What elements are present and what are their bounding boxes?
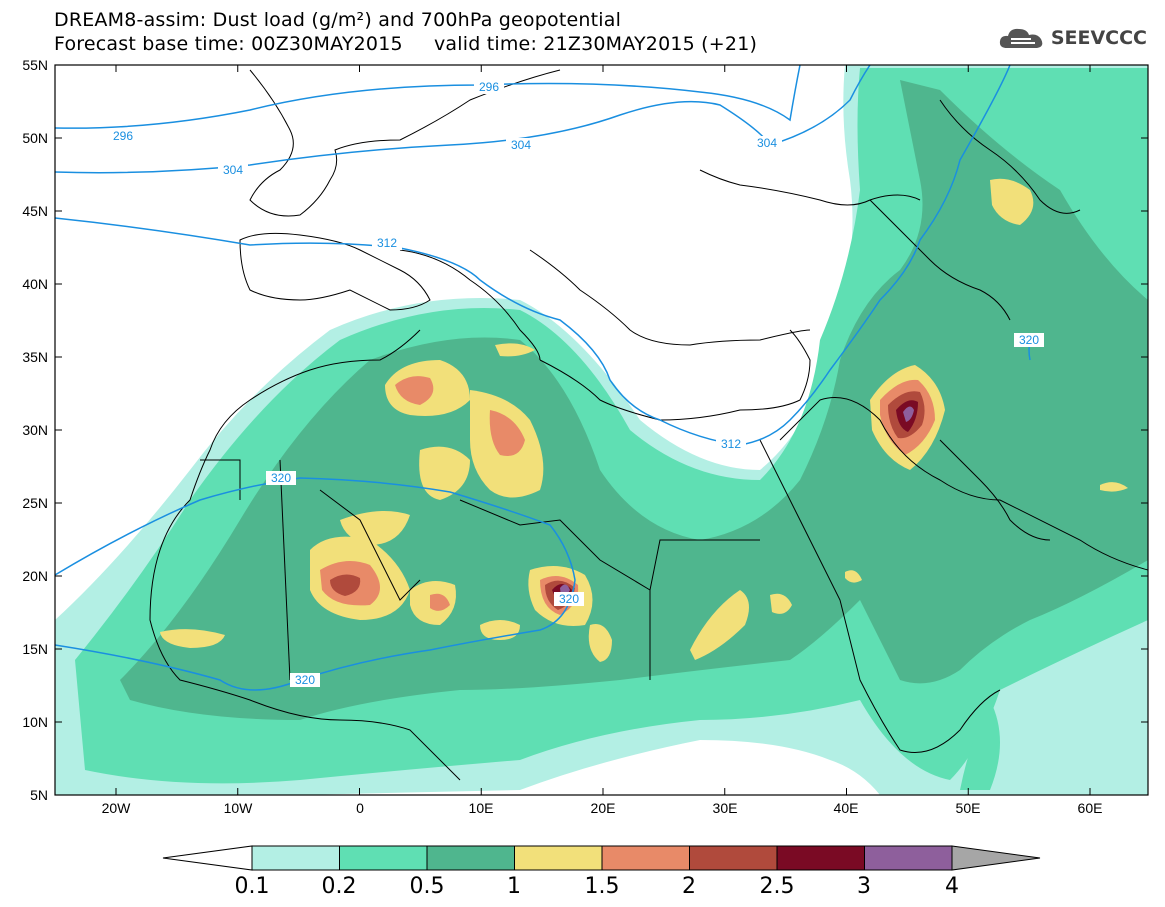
- lat-axis: 55N 50N 45N 40N 35N 30N 25N 20N 15N 10N …: [22, 57, 48, 803]
- colorbar-label: 0.2: [322, 874, 357, 899]
- brand-logo: SEEVCCC: [997, 24, 1147, 52]
- lat-label: 35N: [22, 349, 48, 365]
- svg-text:296: 296: [479, 80, 499, 94]
- colorbar-swatch: [689, 845, 778, 871]
- lat-label: 20N: [22, 568, 48, 584]
- contour-label: 312: [716, 437, 746, 451]
- colorbar-label: 3: [857, 874, 871, 899]
- svg-text:320: 320: [1019, 333, 1039, 347]
- lat-label: 50N: [22, 130, 48, 146]
- lat-label: 25N: [22, 495, 48, 511]
- axis-ticks: [55, 64, 1148, 796]
- svg-text:304: 304: [223, 163, 243, 177]
- contour-labels: 296 296 304 304 304 312 312 320 320 320 …: [108, 80, 1044, 687]
- lon-label: 30E: [713, 800, 738, 816]
- lon-label: 0: [356, 800, 364, 816]
- lon-label: 10E: [469, 800, 494, 816]
- colorbar-swatch: [514, 845, 603, 871]
- lon-label: 20W: [102, 800, 132, 816]
- svg-text:320: 320: [271, 471, 291, 485]
- colorbar-above-arrow: [951, 845, 1041, 871]
- svg-text:320: 320: [295, 673, 315, 687]
- lat-label: 10N: [22, 714, 48, 730]
- lat-label: 45N: [22, 203, 48, 219]
- colorbar-swatch: [776, 845, 865, 871]
- contour-label: 304: [506, 138, 536, 152]
- lon-axis: 20W 10W 0 10E 20E 30E 40E 50E 60E: [102, 800, 1103, 816]
- svg-text:296: 296: [113, 129, 133, 143]
- contour-label: 320: [266, 471, 296, 485]
- contour-label: 304: [752, 136, 782, 150]
- colorbar-label: 1.5: [585, 874, 620, 899]
- lat-label: 5N: [30, 787, 48, 803]
- colorbar-label: 0.5: [410, 874, 445, 899]
- svg-text:312: 312: [377, 236, 397, 250]
- lon-label: 20E: [591, 800, 616, 816]
- lat-label: 30N: [22, 422, 48, 438]
- colorbar-below-arrow: [162, 845, 253, 871]
- cloud-logo-icon: [999, 28, 1043, 48]
- brand-name: SEEVCCC: [1050, 27, 1147, 49]
- contour-label: 320: [1014, 333, 1044, 347]
- colorbar-swatch: [426, 845, 515, 871]
- lat-label: 15N: [22, 641, 48, 657]
- lon-label: 60E: [1078, 800, 1103, 816]
- colorbar-label: 2.5: [760, 874, 795, 899]
- colorbar-label: 2: [682, 874, 696, 899]
- colorbar-label: 1: [507, 874, 521, 899]
- forecast-time-line: Forecast base time: 00Z30MAY2015 valid t…: [54, 33, 758, 55]
- lat-label: 55N: [22, 57, 48, 73]
- contour-label: 312: [372, 236, 402, 250]
- colorbar-label: 0.1: [235, 874, 270, 899]
- colorbar-label: 4: [945, 874, 959, 899]
- svg-text:312: 312: [721, 437, 741, 451]
- geopotential-contours: [55, 65, 1031, 691]
- lon-label: 10W: [224, 800, 254, 816]
- svg-text:304: 304: [757, 136, 777, 150]
- colorbar-swatch: [251, 845, 340, 871]
- lat-label: 40N: [22, 276, 48, 292]
- contour-label: 296: [108, 129, 138, 143]
- svg-text:320: 320: [559, 592, 579, 606]
- svg-text:304: 304: [511, 138, 531, 152]
- contour-label: 320: [290, 673, 320, 687]
- contour-label: 296: [474, 80, 504, 94]
- coastlines: [149, 69, 1148, 781]
- colorbar-swatch: [339, 845, 428, 871]
- lon-label: 40E: [834, 800, 859, 816]
- dust-field: [55, 65, 1148, 795]
- colorbar-swatch: [601, 845, 690, 871]
- contour-label: 304: [218, 163, 248, 177]
- contour-label: 320: [554, 592, 584, 606]
- colorbar: 0.1 0.2 0.5 1 1.5 2 2.5 3 4: [162, 845, 1041, 899]
- map-title: DREAM8-assim: Dust load (g/m²) and 700hP…: [54, 9, 622, 31]
- colorbar-swatch: [864, 845, 953, 871]
- lon-label: 50E: [956, 800, 981, 816]
